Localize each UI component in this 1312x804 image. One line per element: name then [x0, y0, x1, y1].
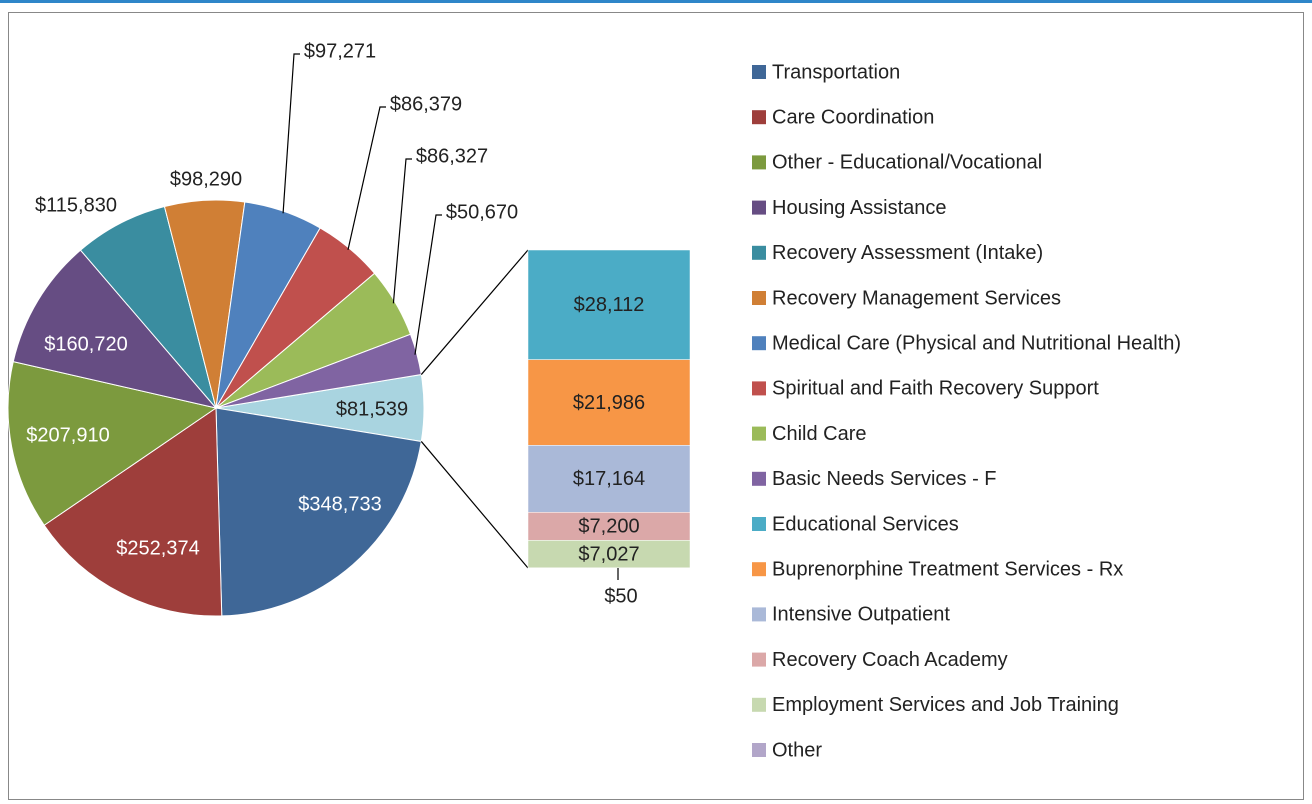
legend-label: Housing Assistance: [772, 197, 947, 219]
data-label: $98,290: [170, 168, 242, 190]
data-label: $160,720: [44, 333, 127, 355]
bar-segment: [527, 540, 691, 569]
leader-line: [392, 158, 412, 304]
legend-swatch: [752, 110, 766, 125]
pie-slice: [43, 407, 223, 617]
data-label: $252,374: [116, 537, 199, 559]
connector-line: [420, 249, 529, 375]
legend-label: Transportation: [772, 61, 900, 83]
legend-label: Employment Services and Job Training: [772, 694, 1119, 716]
legend-swatch: [752, 697, 766, 712]
data-label: $115,830: [35, 194, 117, 216]
legend-swatch: [752, 245, 766, 260]
bar-segment: [527, 359, 691, 446]
legend-label: Basic Needs Services - F: [772, 468, 997, 490]
data-label: $86,379: [390, 93, 462, 115]
leader-line: [347, 106, 386, 250]
legend-swatch: [752, 291, 766, 305]
data-label: $50,670: [446, 201, 518, 223]
data-label: $86,327: [416, 145, 488, 167]
data-label: $7,200: [578, 516, 639, 538]
top-bar: [0, 0, 1312, 3]
legend-swatch: [752, 607, 766, 622]
data-label: $50: [604, 585, 637, 607]
legend-label: Medical Care (Physical and Nutritional H…: [772, 332, 1181, 354]
bar-segment: [527, 512, 691, 541]
legend-label: Care Coordination: [772, 106, 934, 128]
data-label: $28,112: [574, 294, 645, 316]
data-label: $21,986: [573, 392, 645, 414]
legend-label: Other: [772, 739, 822, 761]
legend-label: Recovery Coach Academy: [772, 649, 1008, 671]
data-label: $348,733: [298, 493, 381, 515]
legend-label: Buprenorphine Treatment Services - Rx: [772, 558, 1123, 580]
legend-swatch: [752, 65, 766, 79]
legend-swatch: [752, 381, 766, 396]
legend-swatch: [752, 336, 766, 351]
data-label: $7,027: [578, 543, 639, 565]
legend-swatch: [752, 562, 766, 577]
pie-slice: [215, 407, 422, 617]
legend-swatch: [752, 652, 766, 667]
legend-swatch: [752, 200, 766, 215]
legend-label: Child Care: [772, 423, 866, 445]
legend-swatch: [752, 743, 766, 757]
legend-swatch: [752, 426, 766, 441]
leader-line: [282, 53, 300, 214]
data-label: $207,910: [26, 424, 109, 446]
legend-label: Educational Services: [772, 513, 959, 535]
pie-slice: [12, 249, 218, 409]
legend-label: Other - Educational/Vocational: [772, 152, 1042, 174]
data-label: $97,271: [304, 40, 376, 62]
legend-label: Recovery Management Services: [772, 287, 1061, 309]
legend-label: Intensive Outpatient: [772, 604, 950, 626]
data-label: $17,164: [573, 468, 645, 490]
leader-line: [414, 214, 442, 355]
legend-swatch: [752, 471, 766, 486]
legend-swatch: [752, 155, 766, 170]
bar-segment: [527, 567, 691, 569]
legend-swatch: [752, 517, 766, 531]
legend-label: Spiritual and Faith Recovery Support: [772, 378, 1099, 400]
legend-label: Recovery Assessment (Intake): [772, 242, 1043, 264]
data-label: $81,539: [336, 398, 408, 420]
pie-slice: [7, 361, 218, 526]
bar-segment: [527, 249, 691, 360]
connector-line: [420, 441, 529, 569]
